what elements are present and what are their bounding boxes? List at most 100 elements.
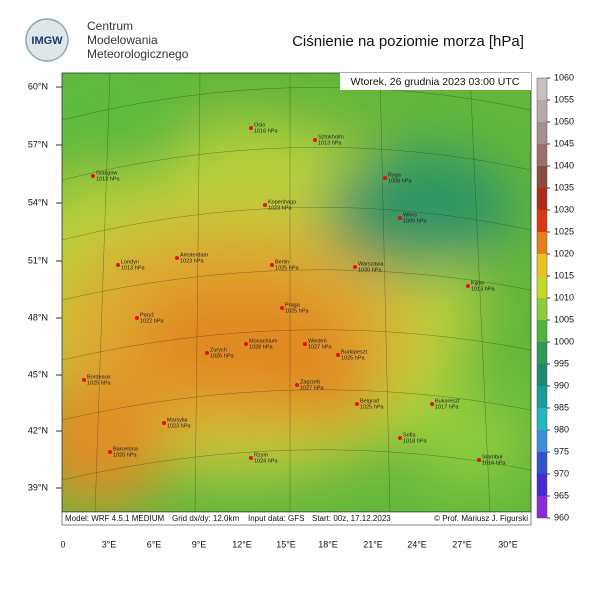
org-line: Meteorologicznego (87, 47, 189, 61)
city-pressure: 1013 hPa (471, 286, 495, 292)
colorbar-label: 960 (554, 512, 569, 522)
city-marker (280, 306, 284, 310)
colorbar-band (537, 342, 547, 364)
colorbar-label: 975 (554, 446, 569, 456)
city-name: Belgrad (360, 398, 379, 404)
colorbar-band (537, 254, 547, 276)
colorbar-band (537, 78, 547, 100)
footer-grid: Grid dx/dy: 12.0km (172, 514, 239, 523)
colorbar-band (537, 298, 547, 320)
city-name: Marsylia (167, 417, 188, 423)
city-marker (108, 450, 112, 454)
city-pressure: 1027 hPa (300, 385, 324, 391)
footer-credit: © Prof. Mariusz J. Figurski (434, 514, 528, 523)
city-pressure: 1016 hPa (482, 460, 506, 466)
lat-label: 45°N (28, 369, 48, 379)
city-marker (270, 263, 274, 267)
colorbar-band (537, 320, 547, 342)
colorbar-band (537, 276, 547, 298)
lon-label: 21°E (363, 539, 383, 549)
city-name: Sztokholm (318, 134, 344, 140)
colorbar-label: 965 (554, 490, 569, 500)
city-marker (313, 138, 317, 142)
colorbar-band (537, 496, 547, 518)
city-pressure: 1018 hPa (403, 438, 427, 444)
lat-label: 48°N (28, 312, 48, 322)
city-name: Kijów (471, 280, 484, 286)
city-pressure: 1013 hPa (318, 140, 342, 146)
footer-input: Input data: GFS (248, 514, 304, 523)
city-marker (175, 256, 179, 260)
colorbar-band (537, 474, 547, 496)
colorbar-band (537, 452, 547, 474)
city-name: Warszawa (358, 261, 384, 267)
lon-label: 6°E (147, 539, 162, 549)
city-name: Londyn (121, 259, 139, 265)
city-pressure: 1008 hPa (388, 178, 412, 184)
city-pressure: 1025 hPa (275, 265, 299, 271)
colorbar-label: 1005 (554, 314, 574, 324)
city-marker (430, 402, 434, 406)
colorbar-band (537, 122, 547, 144)
city-pressure: 1022 hPa (140, 318, 164, 324)
colorbar-band (537, 386, 547, 408)
city-pressure: 1017 hPa (435, 404, 459, 410)
footer-start: Start: 00z, 17.12.2023 (312, 514, 391, 523)
colorbar-label: 1050 (554, 116, 574, 126)
lat-label: 39°N (28, 482, 48, 492)
colorbar-label: 980 (554, 424, 569, 434)
city-pressure: 1016 hPa (254, 128, 278, 134)
city-name: Monachium (249, 338, 278, 344)
colorbar-label: 1000 (554, 336, 574, 346)
lon-label: 15°E (276, 539, 296, 549)
colorbar-label: 1055 (554, 94, 574, 104)
lon-label: 30°E (498, 539, 518, 549)
colorbar-band (537, 408, 547, 430)
city-marker (135, 316, 139, 320)
city-name: Ryga (388, 172, 402, 178)
city-pressure: 1020 hPa (358, 267, 382, 273)
map-title: Ciśnienie na poziomie morza [hPa] (292, 33, 524, 50)
city-name: Wilno (403, 212, 417, 218)
lon-label: 18°E (318, 539, 338, 549)
city-marker (263, 203, 267, 207)
city-marker (162, 421, 166, 425)
city-name: Berlin (275, 259, 289, 265)
city-marker (477, 458, 481, 462)
city-pressure: 1020 hPa (113, 452, 137, 458)
city-pressure: 1025 hPa (87, 380, 111, 386)
city-marker (466, 284, 470, 288)
city-name: Bordeaux (87, 374, 111, 380)
city-pressure: 1025 hPa (360, 404, 384, 410)
colorbar-band (537, 144, 547, 166)
city-pressure: 1025 hPa (341, 355, 365, 361)
city-name: Budapeszt (341, 349, 367, 355)
colorbar-label: 1025 (554, 226, 574, 236)
city-marker (355, 402, 359, 406)
colorbar-band (537, 100, 547, 122)
colorbar-band (537, 188, 547, 210)
city-marker (303, 342, 307, 346)
city-name: Sofia (403, 432, 416, 438)
colorbar-label: 1015 (554, 270, 574, 280)
colorbar-label: 1040 (554, 160, 574, 170)
city-pressure: 1023 hPa (167, 423, 191, 429)
lat-label: 54°N (28, 197, 48, 207)
colorbar-label: 1020 (554, 248, 574, 258)
city-marker (116, 263, 120, 267)
colorbar-label: 1010 (554, 292, 574, 302)
city-marker (249, 456, 253, 460)
colorbar-band (537, 166, 547, 188)
lat-label: 57°N (28, 139, 48, 149)
city-marker (398, 436, 402, 440)
city-name: Amsterdam (180, 252, 209, 258)
colorbar-label: 990 (554, 380, 569, 390)
city-marker (336, 353, 340, 357)
logo: IMGW (25, 18, 69, 62)
city-pressure: 1023 hPa (268, 205, 292, 211)
city-pressure: 1013 hPa (96, 176, 120, 182)
city-pressure: 1025 hPa (285, 308, 309, 314)
city-name: Glasgow (96, 170, 117, 176)
city-name: Wiedeń (308, 338, 327, 344)
